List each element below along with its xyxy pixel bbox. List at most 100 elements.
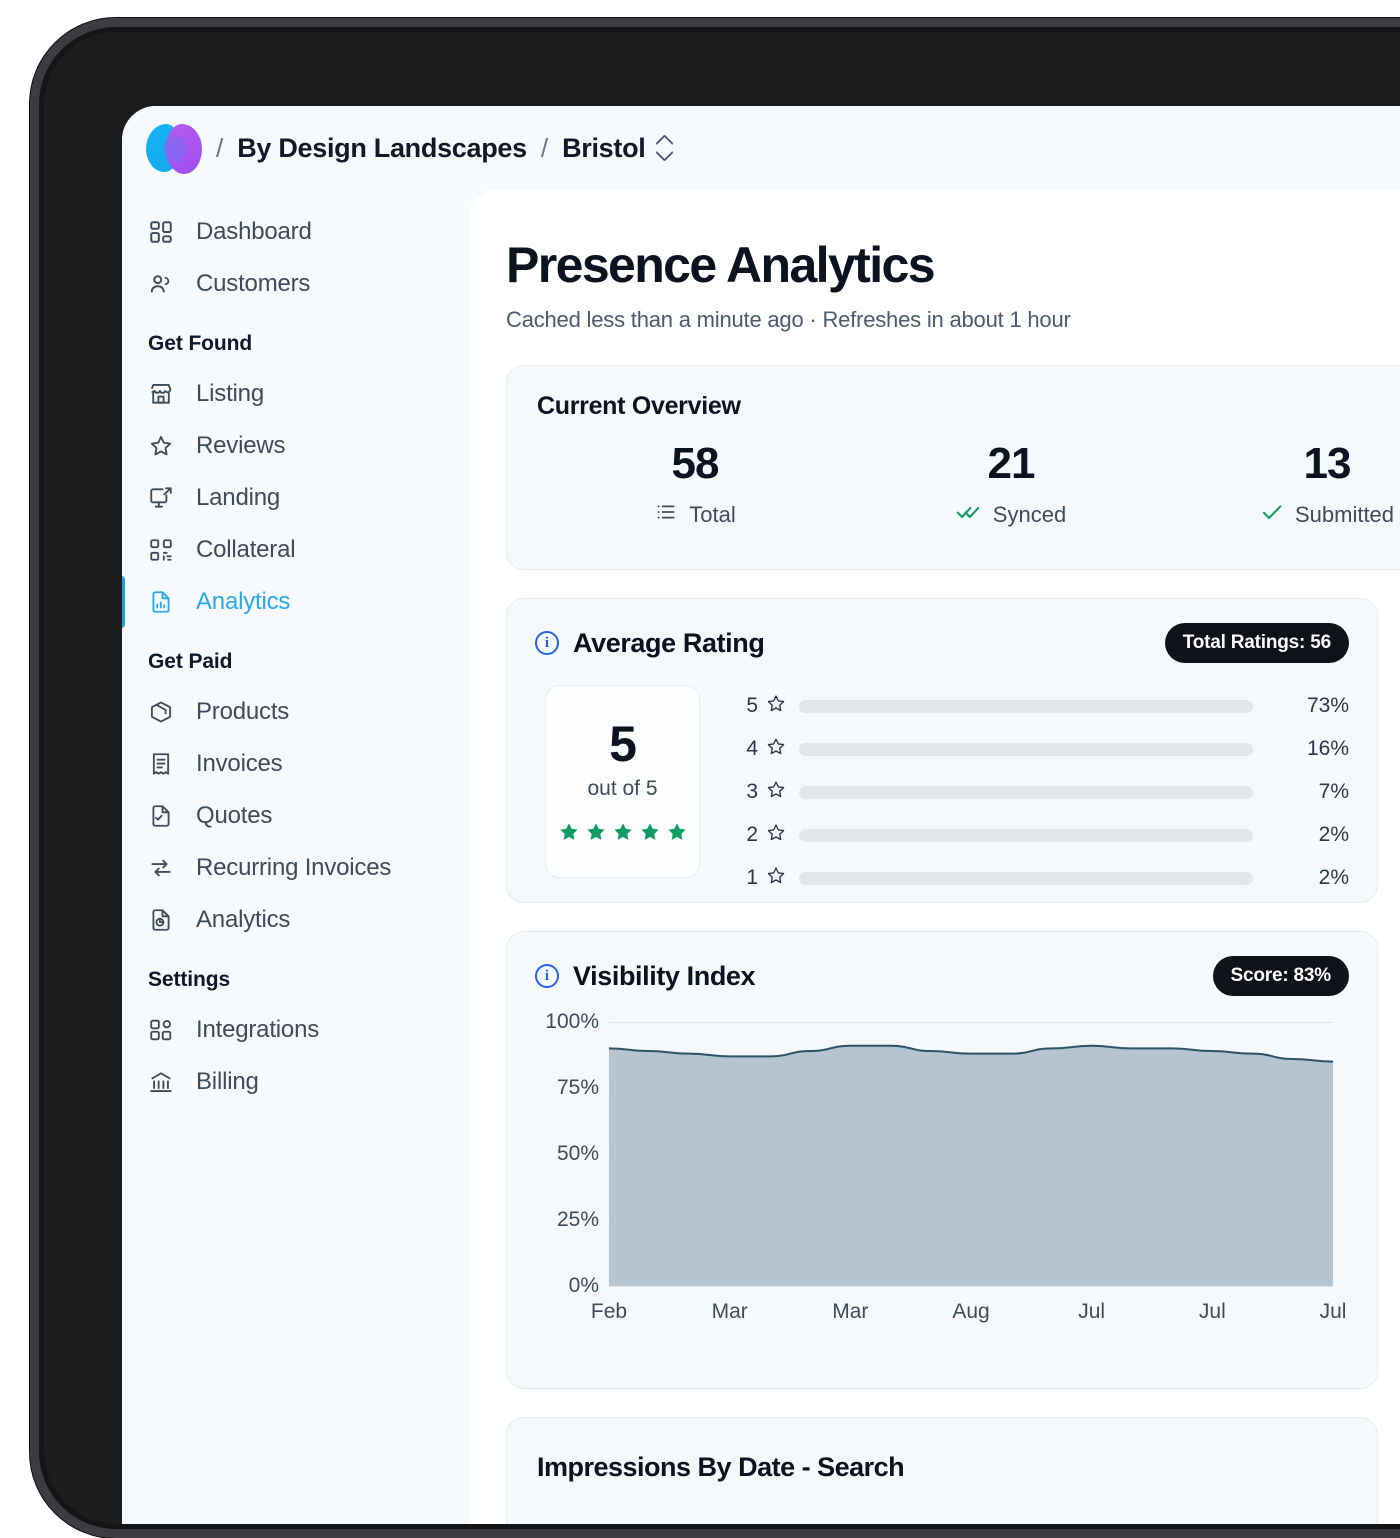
breadcrumb-location: Bristol: [562, 132, 646, 163]
y-axis-tick-label: 0%: [568, 1274, 599, 1297]
star-outline-icon: [765, 779, 787, 806]
sidebar-item-invoices[interactable]: Invoices: [122, 738, 470, 790]
app-screen: / By Design Landscapes / Bristol Dashboa…: [122, 106, 1400, 1526]
sidebar-item-analytics-presence[interactable]: Analytics: [122, 576, 470, 628]
bank-icon: [148, 1069, 174, 1095]
chart-plot-area: 0% 25% 50% 75% 100% Feb Mar Mar Aug Jul Jul Jul: [545, 1010, 1346, 1323]
sidebar-item-billing[interactable]: Billing: [122, 1056, 470, 1108]
stat-synced: 21 Synced: [853, 439, 1169, 530]
impressions-title: Impressions By Date - Search: [537, 1452, 905, 1482]
rating-bar-track: [799, 785, 1253, 799]
rating-bar-track: [799, 742, 1253, 756]
stat-label: Synced: [992, 502, 1067, 527]
y-axis-tick-label: 50%: [556, 1142, 599, 1165]
rating-bar-row: 3 7%: [734, 777, 1349, 807]
average-score-value: 5: [609, 716, 637, 772]
sidebar-section-get-paid: Get Paid: [148, 650, 233, 673]
info-icon[interactable]: i: [535, 631, 559, 655]
rating-bar-percent: 2%: [1318, 823, 1349, 846]
y-axis-tick-label: 100%: [545, 1010, 599, 1033]
x-axis-tick-label: Aug: [952, 1300, 990, 1323]
star-filled-icon: [639, 821, 661, 848]
page-subtitle: Cached less than a minute ago · Refreshe…: [506, 307, 1071, 332]
visibility-score-badge: Score: 83%: [1212, 956, 1349, 996]
sidebar-item-dashboard[interactable]: Dashboard: [122, 206, 470, 258]
rating-bar-row: 4 16%: [734, 734, 1349, 764]
rating-bar-row: 2 2%: [734, 820, 1349, 850]
info-icon[interactable]: i: [535, 964, 559, 988]
sidebar-item-quotes[interactable]: Quotes: [122, 790, 470, 842]
sidebar-item-reviews[interactable]: Reviews: [122, 420, 470, 472]
visibility-index-card: i Visibility Index Score: 83% 0% 25% 50% 75…: [506, 931, 1378, 1389]
receipt-icon: [148, 751, 174, 777]
package-icon: [148, 699, 174, 725]
top-bar: / By Design Landscapes / Bristol: [122, 106, 1400, 190]
star-filled-icon: [666, 821, 688, 848]
stat-value: 58: [671, 439, 720, 488]
x-axis-tick-label: Mar: [832, 1300, 869, 1323]
x-axis-tick-label: Jul: [1319, 1300, 1347, 1323]
rating-bar-row: 5 73%: [734, 691, 1349, 721]
sidebar-item-products[interactable]: Products: [122, 686, 470, 738]
double-check-icon: [956, 500, 982, 530]
sidebar-item-label: Dashboard: [196, 218, 312, 245]
x-axis-tick-label: Jul: [1078, 1300, 1106, 1323]
sidebar-item-integrations[interactable]: Integrations: [122, 1004, 470, 1056]
breadcrumb-separator-1: /: [216, 132, 224, 163]
sidebar-section-get-found: Get Found: [148, 332, 253, 355]
sidebar-item-label: Integrations: [196, 1016, 320, 1043]
rating-bar-track: [799, 828, 1253, 842]
sidebar-item-listing[interactable]: Listing: [122, 368, 470, 420]
stat-value: 21: [987, 439, 1036, 488]
breadcrumb-org[interactable]: By Design Landscapes: [237, 132, 527, 163]
sidebar-item-label: Analytics: [196, 588, 291, 615]
location-switcher[interactable]: Bristol: [562, 133, 673, 164]
star-icon: [148, 433, 174, 459]
sidebar-item-label: Listing: [196, 380, 264, 407]
star-outline-icon: [765, 693, 787, 720]
sidebar-item-analytics-paid[interactable]: Analytics: [122, 894, 470, 946]
rating-bar-percent: 73%: [1306, 694, 1349, 717]
file-check-icon: [148, 803, 174, 829]
sidebar-item-label: Landing: [196, 484, 281, 511]
current-overview-title: Current Overview: [537, 392, 741, 420]
rating-bar-percent: 16%: [1306, 737, 1349, 760]
dashboard-icon: [148, 219, 174, 245]
average-score-suffix: out of 5: [587, 777, 658, 800]
sidebar-item-landing[interactable]: Landing: [122, 472, 470, 524]
main-content: Presence Analytics Cached less than a mi…: [470, 190, 1400, 1526]
current-overview-card: Current Overview 58 Total 21 Synced: [506, 365, 1400, 570]
sidebar-item-recurring-invoices[interactable]: Recurring Invoices: [122, 842, 470, 894]
users-icon: [148, 271, 174, 297]
sidebar-item-collateral[interactable]: Collateral: [122, 524, 470, 576]
rating-bar-percent: 7%: [1318, 780, 1349, 803]
chart-gridline: [609, 1022, 1333, 1023]
chart-pie-file-icon: [148, 907, 174, 933]
average-rating-card: i Average Rating Total Ratings: 56 5 out…: [506, 598, 1378, 903]
sidebar-item-label: Products: [196, 698, 290, 725]
rating-bar-track: [799, 871, 1253, 885]
y-axis-tick-label: 25%: [556, 1208, 599, 1231]
rating-bar-track: [799, 699, 1253, 713]
sidebar-item-label: Quotes: [196, 802, 273, 829]
rating-bar-row: 1 2%: [734, 863, 1349, 893]
star-outline-icon: [765, 865, 787, 892]
chart-gridline: [609, 1286, 1333, 1287]
sidebar-item-label: Reviews: [196, 432, 286, 459]
star-filled-icon: [585, 821, 607, 848]
score-stars: [558, 821, 688, 848]
stat-label: Total: [689, 502, 736, 527]
page-title: Presence Analytics: [506, 237, 936, 293]
store-icon: [148, 381, 174, 407]
total-ratings-badge: Total Ratings: 56: [1164, 623, 1349, 663]
chart-gridline: [609, 1154, 1333, 1155]
rating-bar-label: 1: [746, 866, 758, 889]
grid-plus-icon: [148, 1017, 174, 1043]
chevron-up-down-icon: [656, 135, 674, 161]
sidebar-item-customers[interactable]: Customers: [122, 258, 470, 310]
visibility-index-title: Visibility Index: [573, 960, 756, 991]
stat-label: Submitted: [1294, 502, 1395, 527]
average-score-box: 5 out of 5: [545, 685, 700, 878]
x-axis-tick-label: Mar: [711, 1300, 748, 1323]
star-filled-icon: [558, 821, 580, 848]
